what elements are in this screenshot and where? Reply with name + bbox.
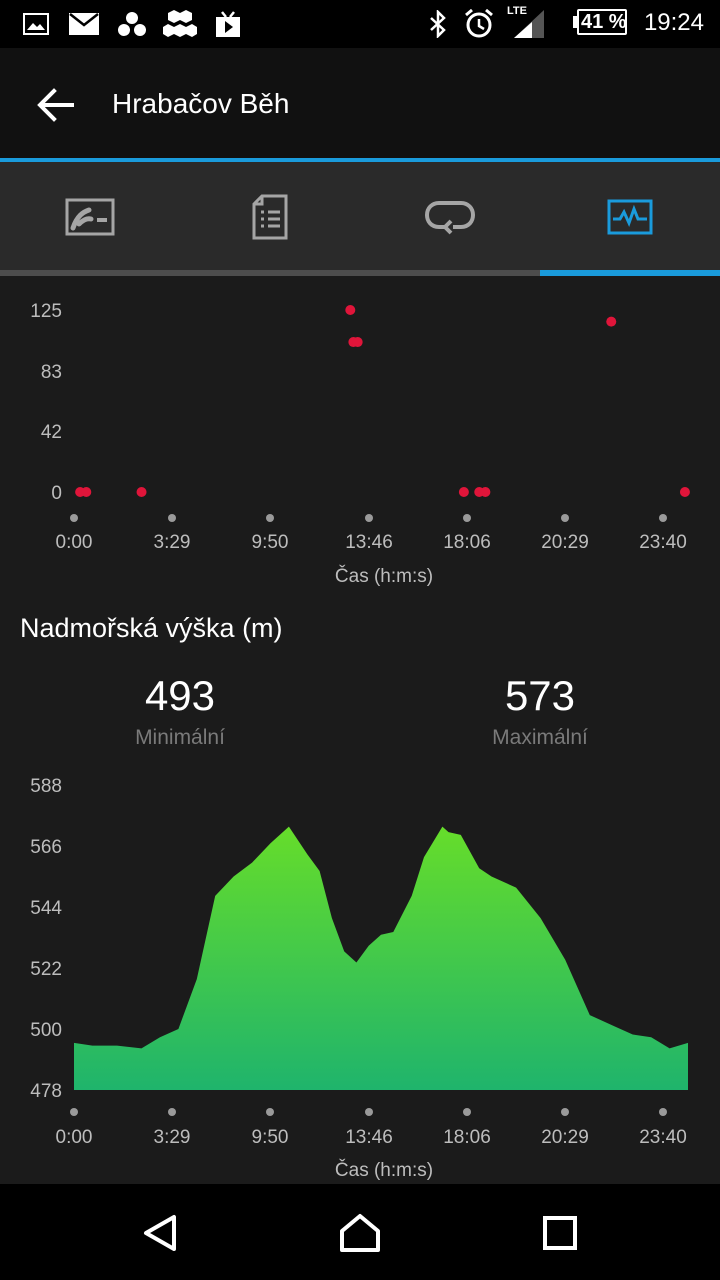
charts-icon <box>607 199 653 235</box>
nav-recents-icon <box>543 1216 577 1250</box>
x-tick-label: 3:29 <box>154 1127 191 1148</box>
x-axis-label: Čas (h:m:s) <box>335 565 433 587</box>
clock: 19:24 <box>643 9 704 36</box>
signal-icon <box>512 8 546 40</box>
x-tick-label: 20:29 <box>541 1127 589 1148</box>
elevation-min-label: Minimální <box>135 726 225 749</box>
x-tick-dot <box>70 514 78 522</box>
nav-back-button[interactable] <box>130 1208 190 1258</box>
x-tick-label: 9:50 <box>252 532 289 553</box>
x-tick-label: 9:50 <box>252 1127 289 1148</box>
elevation-area <box>74 826 688 1090</box>
media-icon <box>212 8 244 40</box>
network-type: LTE <box>507 5 527 17</box>
elevation-max-label: Maximální <box>492 726 588 749</box>
data-point <box>458 487 469 497</box>
app-bar: Hrabačov Běh <box>0 48 720 160</box>
data-point <box>606 316 617 327</box>
x-tick-dot <box>659 1108 667 1116</box>
y-tick-label: 42 <box>41 422 62 443</box>
battery-level: 41 % <box>581 11 627 33</box>
nav-recents-button[interactable] <box>530 1208 590 1258</box>
laps-icon <box>425 201 475 235</box>
navigation-bar <box>0 1184 720 1280</box>
x-tick-dot <box>463 1108 471 1116</box>
cadence-scatter-chart: 0 42 83 125 0:00 3:29 9:50 13:46 18:06 20:29 23:40… <box>30 301 690 587</box>
battery-icon <box>577 9 627 35</box>
y-tick-label: 125 <box>30 301 62 322</box>
nav-back-icon <box>144 1215 176 1251</box>
bluetooth-icon <box>426 8 450 40</box>
battery-cap <box>573 16 577 28</box>
mail-icon <box>68 8 100 40</box>
page-title: Hrabačov Běh <box>112 88 290 119</box>
x-tick-label: 23:40 <box>639 1127 687 1148</box>
details-icon <box>252 194 288 240</box>
accent-line <box>0 158 720 162</box>
tab-details[interactable] <box>180 162 360 272</box>
y-tick-label: 544 <box>30 898 62 919</box>
x-tick-label: 3:29 <box>154 532 191 553</box>
x-tick-label: 20:29 <box>541 532 589 553</box>
x-tick-label: 23:40 <box>639 532 687 553</box>
y-tick-label: 588 <box>30 776 62 797</box>
x-tick-dot <box>365 1108 373 1116</box>
data-point <box>345 305 356 315</box>
elevation-max: 573 Maximální <box>390 672 690 750</box>
x-tick-dot <box>168 1108 176 1116</box>
honeycomb-icon <box>162 8 198 40</box>
y-tick-label: 500 <box>30 1020 62 1041</box>
alarm-icon <box>462 8 496 40</box>
data-point <box>679 487 690 497</box>
data-point <box>136 487 147 497</box>
nav-home-icon <box>340 1214 380 1252</box>
x-tick-label: 13:46 <box>345 1127 393 1148</box>
y-tick-label: 522 <box>30 959 62 980</box>
tab-divider <box>0 270 720 276</box>
back-button[interactable] <box>28 82 84 128</box>
gallery-icon <box>22 8 50 40</box>
arrow-back-icon <box>37 88 74 122</box>
x-tick-dot <box>561 1108 569 1116</box>
tab-indicator-active <box>540 270 720 276</box>
hub-icon <box>116 8 148 40</box>
elevation-title: Nadmořská výška (m) <box>20 613 283 643</box>
elevation-area-chart: 478 500 522 544 566 588 0:00 3:29 9:50 13:46 18:06… <box>30 776 688 1181</box>
x-tick-label: 18:06 <box>443 532 491 553</box>
x-tick-dot <box>659 514 667 522</box>
x-tick-dot <box>561 514 569 522</box>
chart-scroll-area[interactable]: 0 42 83 125 0:00 3:29 9:50 13:46 18:06 20:29 23:40… <box>0 276 720 1184</box>
tab-map[interactable] <box>0 162 180 272</box>
x-tick-dot <box>365 514 373 522</box>
y-tick-label: 83 <box>41 362 62 383</box>
tab-charts[interactable] <box>540 162 720 272</box>
x-tick-dot <box>70 1108 78 1116</box>
elevation-min-value: 493 <box>144 672 216 719</box>
elevation-max-value: 573 <box>504 672 576 719</box>
x-tick-label: 0:00 <box>56 1127 93 1148</box>
y-tick-label: 478 <box>30 1081 62 1102</box>
status-bar: LTE 41 % 19:24 <box>0 0 720 48</box>
elevation-min: 493 Minimální <box>30 672 330 750</box>
y-tick-label: 0 <box>51 483 62 504</box>
x-tick-dot <box>266 1108 274 1116</box>
x-tick-dot <box>266 514 274 522</box>
x-axis-label: Čas (h:m:s) <box>335 1159 433 1181</box>
data-point <box>480 487 491 497</box>
tab-bar <box>0 162 720 272</box>
y-tick-label: 566 <box>30 837 62 858</box>
data-point <box>81 487 92 497</box>
x-tick-dot <box>168 514 176 522</box>
tab-laps[interactable] <box>360 162 540 272</box>
x-tick-label: 13:46 <box>345 532 393 553</box>
x-tick-dot <box>463 514 471 522</box>
nav-home-button[interactable] <box>330 1208 390 1258</box>
map-icon <box>65 198 115 236</box>
x-tick-label: 0:00 <box>56 532 93 553</box>
x-tick-label: 18:06 <box>443 1127 491 1148</box>
data-point <box>352 337 363 348</box>
